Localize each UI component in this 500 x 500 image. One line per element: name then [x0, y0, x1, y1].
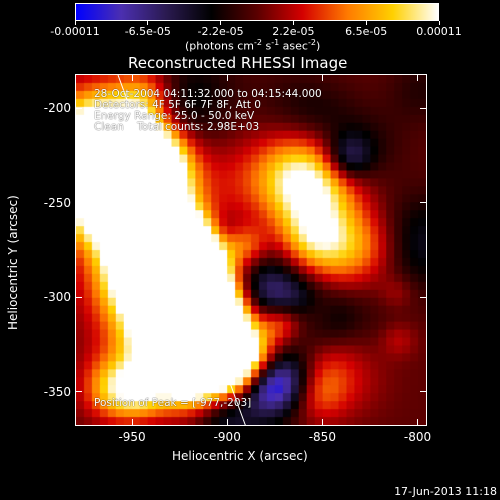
info-energy: Energy Range: 25.0 - 50.0 keV [94, 110, 255, 122]
colorbar-tick-label: -2.2e-05 [197, 25, 244, 38]
colorbar-units: (photons cm-2 s-1 asec-2) [185, 38, 321, 53]
y-tick-label: -250 [43, 195, 71, 210]
x-tick-label: -900 [213, 430, 241, 444]
info-method: Clean Total counts: 2.98E+03 [94, 121, 260, 133]
y-tick [75, 202, 82, 204]
colorbar-tick-label: 2.2e-05 [272, 25, 315, 38]
colorbar-tick [365, 21, 367, 25]
x-tick-label: -850 [308, 430, 336, 444]
y-tick [420, 296, 427, 298]
colorbar-tick [292, 21, 294, 25]
y-tick-label: -200 [43, 101, 71, 116]
limb-overlay [117, 75, 246, 425]
info-detectors: Detectors: 4F 5F 6F 7F 8F, Att 0 [94, 99, 261, 111]
y-tick [75, 107, 82, 109]
colorbar-tick-label: 0.00011 [416, 25, 462, 38]
y-tick-label: -300 [43, 290, 71, 305]
x-tick [131, 419, 133, 426]
x-tick [416, 74, 418, 81]
x-tick [226, 74, 228, 81]
colorbar-tick [74, 21, 76, 25]
footer-date: 17-Jun-2013 11:18 [394, 485, 497, 498]
y-tick [75, 391, 82, 393]
image-plot: 28-Oct-2004 04:11:32.000 to 04:15:44.000… [75, 74, 427, 426]
colorbar-tick [147, 21, 149, 25]
x-axis-label: Heliocentric X (arcsec) [172, 449, 308, 463]
x-tick [131, 74, 133, 81]
x-tick-label: -950 [118, 430, 146, 444]
solar-limb-line [117, 75, 246, 425]
y-tick [420, 202, 427, 204]
info-peak: Position of Peak = [-977,-203] [94, 397, 252, 409]
x-tick [226, 419, 228, 426]
x-tick [416, 419, 418, 426]
y-tick [75, 296, 82, 298]
x-tick [321, 74, 323, 81]
colorbar-tick [220, 21, 222, 25]
x-tick [321, 419, 323, 426]
y-tick-label: -350 [43, 384, 71, 399]
x-tick-label: -800 [403, 430, 432, 444]
colorbar-tick-label: -0.00011 [50, 25, 100, 38]
colorbar-tick-label: -6.5e-05 [124, 25, 171, 38]
y-tick [420, 107, 427, 109]
y-tick [420, 391, 427, 393]
rhessi-image-map [76, 75, 426, 425]
colorbar-tick [438, 21, 440, 25]
plot-title: Reconstructed RHESSI Image [128, 54, 348, 72]
info-time: 28-Oct-2004 04:11:32.000 to 04:15:44.000 [94, 88, 322, 100]
colorbar-tick-label: 6.5e-05 [345, 25, 388, 38]
colorbar [75, 3, 439, 21]
y-axis-label: Heliocentric Y (arcsec) [6, 195, 20, 330]
